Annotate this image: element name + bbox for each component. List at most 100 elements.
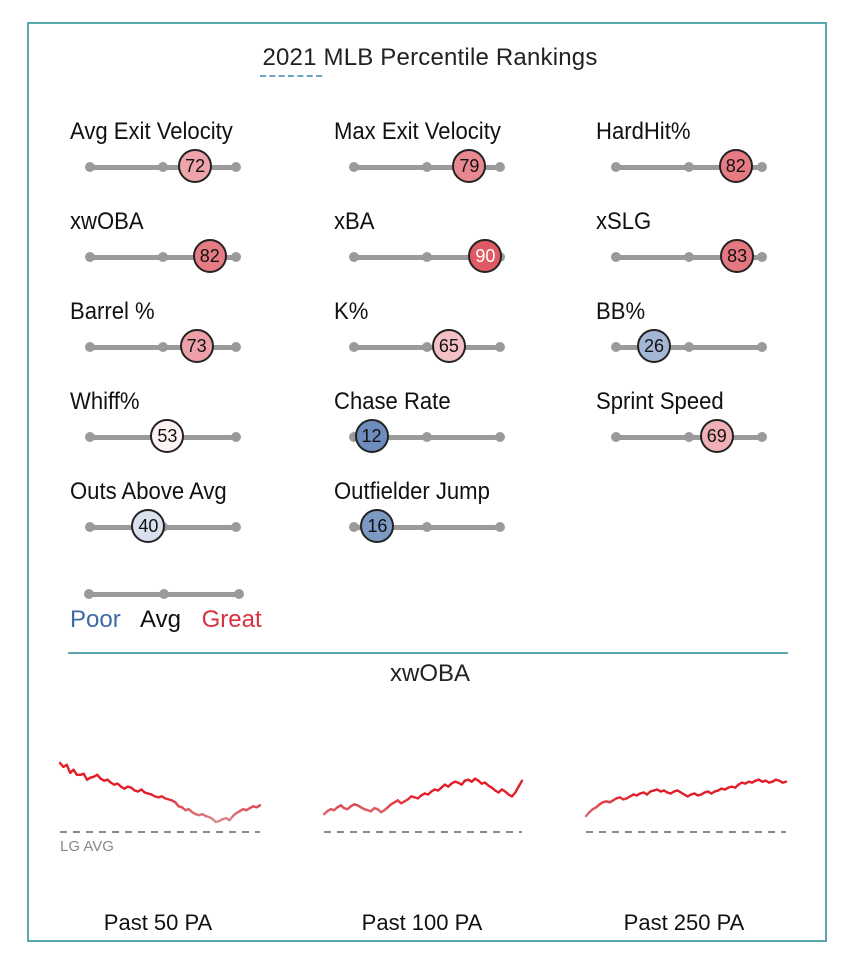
track-tick-left [611,342,621,352]
percentile-track [611,342,767,352]
track-tick-mid [158,342,168,352]
page-title: 2021 MLB Percentile Rankings [262,44,598,71]
metric-label: K% [334,298,369,325]
track-tick-right [757,342,767,352]
track-tick-right [495,342,505,352]
metric-max-exit-velocity: Max Exit Velocity 79 [334,118,574,198]
caption-past-100: Past 100 PA [361,910,483,935]
trend-segment [781,780,788,784]
track-tick-left [611,432,621,442]
track-tick-right [231,252,241,262]
track-tick-right [231,432,241,442]
track-tick-left [85,522,95,532]
track-tick-right [231,162,241,172]
metric-bb: BB% 26 [596,298,836,378]
metric-label: xwOBA [70,208,144,235]
percentile-track [85,252,241,262]
metric-xba: xBA 90 [334,208,574,288]
percentile-bubble: 65 [431,329,466,363]
track-tick-left [85,162,95,172]
percentile-track [611,162,767,172]
track-tick-right [757,252,767,262]
legend-great-label: Great [201,606,262,633]
track-tick-mid [684,162,694,172]
track-tick-left [85,342,95,352]
track-tick-right [231,342,241,352]
percentile-track [85,162,241,172]
percentile-bubble: 72 [178,149,213,183]
percentile-track [349,432,505,442]
track-tick-left [349,432,359,442]
percentile-track [611,432,767,442]
percentile-bubble: 82 [718,149,753,183]
track-tick-mid [158,162,168,172]
track-tick-left [349,162,359,172]
legend-tick-right [234,589,244,599]
percentile-bubble: 26 [636,329,671,363]
metric-label: Max Exit Velocity [334,118,501,145]
legend: Poor Avg Great [70,606,276,634]
legend-track [84,589,244,599]
caption-past-50: Past 50 PA [103,910,213,935]
caption-past-250: Past 250 PA [623,910,745,935]
metric-avg-exit-velocity: Avg Exit Velocity 72 [70,118,310,198]
metric-label: Outs Above Avg [70,478,227,505]
track-tick-mid [422,522,432,532]
track-tick-mid [422,162,432,172]
metric-label: Barrel % [70,298,155,325]
metric-label: BB% [596,298,646,325]
percentile-track [85,342,241,352]
legend-tick-mid [159,589,169,599]
metric-hardhit: HardHit% 82 [596,118,836,198]
percentile-bubble: 73 [179,329,214,363]
percentile-bubble: 83 [720,239,755,273]
metric-label: Outfielder Jump [334,478,490,505]
percentile-bubble: 82 [192,239,227,273]
percentile-bubble: 79 [452,149,487,183]
track-tick-left [349,342,359,352]
track-tick-mid [422,342,432,352]
track-tick-left [611,252,621,262]
percentile-bubble: 69 [699,419,734,453]
track-tick-right [495,432,505,442]
trend-segment [517,779,524,788]
metric-label: HardHit% [596,118,691,145]
percentile-card [27,22,827,942]
legend-avg-label: Avg [140,606,181,633]
track-tick-mid [684,432,694,442]
percentile-track [349,162,505,172]
trend-segment [65,763,72,774]
legend-tick-left [84,589,94,599]
track-tick-right [495,522,505,532]
track-tick-right [495,162,505,172]
percentile-track [349,342,505,352]
metric-label: Sprint Speed [596,388,724,415]
metric-outs-above-avg: Outs Above Avg 40 [70,478,310,558]
track-tick-mid [684,342,694,352]
metric-label: Whiff% [70,388,140,415]
track-tick-right [231,522,241,532]
title-underline [260,75,322,77]
trend-segment [255,804,262,809]
trend-title: xwOBA [389,660,470,687]
track-tick-left [85,252,95,262]
metric-label: xBA [334,208,375,235]
metric-chase-rate: Chase Rate 12 [334,388,574,468]
lg-avg-label: LG AVG [60,838,114,855]
track-tick-mid [422,432,432,442]
track-tick-left [349,522,359,532]
percentile-bubble: 53 [150,419,185,453]
track-tick-mid [684,252,694,262]
section-divider [68,652,788,654]
metric-k: K% 65 [334,298,574,378]
percentile-track [349,522,505,532]
legend-poor-label: Poor [70,606,121,633]
percentile-bubble: 40 [131,509,166,543]
metric-label: Chase Rate [334,388,451,415]
percentile-bubble: 90 [468,239,503,273]
metric-barrel: Barrel % 73 [70,298,310,378]
metric-xslg: xSLG 83 [596,208,836,288]
percentile-bubble: 12 [354,419,389,453]
track-tick-left [349,252,359,262]
